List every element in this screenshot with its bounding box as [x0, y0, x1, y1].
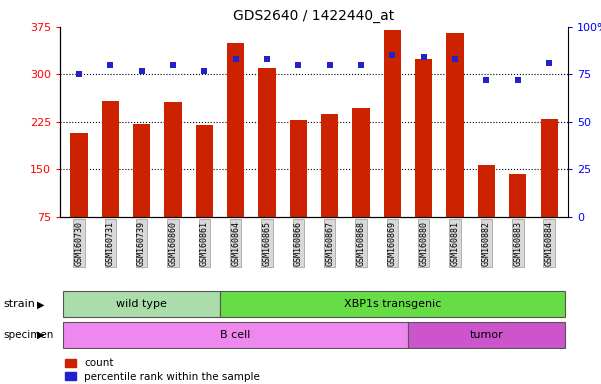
Bar	[63, 322, 408, 348]
Bar	[227, 43, 244, 217]
Bar	[415, 59, 432, 217]
Text: GSM160881: GSM160881	[451, 220, 460, 265]
Point	[545, 60, 554, 66]
Text: GSM160883: GSM160883	[513, 220, 522, 265]
Bar	[540, 119, 558, 217]
Point	[105, 62, 115, 68]
Point	[356, 62, 366, 68]
Text: tumor: tumor	[469, 330, 503, 340]
Bar	[70, 133, 88, 217]
Text: GSM160866: GSM160866	[294, 220, 303, 265]
Legend: count, percentile rank within the sample: count, percentile rank within the sample	[66, 359, 260, 382]
Text: GSM160860: GSM160860	[168, 220, 177, 265]
Title: GDS2640 / 1422440_at: GDS2640 / 1422440_at	[233, 9, 395, 23]
Bar	[478, 165, 495, 217]
Text: GSM160864: GSM160864	[231, 220, 240, 265]
Point	[481, 77, 491, 83]
Bar	[63, 291, 220, 317]
Text: GSM160861: GSM160861	[200, 220, 209, 265]
Bar	[196, 125, 213, 217]
Bar	[102, 101, 119, 217]
Text: wild type: wild type	[116, 299, 167, 310]
Text: ▶: ▶	[37, 330, 44, 340]
Text: GSM160739: GSM160739	[137, 220, 146, 265]
Point	[450, 56, 460, 62]
Bar	[352, 108, 370, 217]
Text: GSM160869: GSM160869	[388, 220, 397, 265]
Point	[231, 56, 240, 62]
Text: GSM160865: GSM160865	[263, 220, 272, 265]
Point	[262, 56, 272, 62]
Point	[200, 68, 209, 74]
Bar	[321, 114, 338, 217]
Bar	[384, 30, 401, 217]
Point	[137, 68, 147, 74]
Text: B cell: B cell	[221, 330, 251, 340]
Bar	[164, 102, 182, 217]
Bar	[133, 124, 150, 217]
Text: GSM160880: GSM160880	[419, 220, 429, 265]
Text: specimen: specimen	[3, 330, 53, 340]
Bar	[447, 33, 464, 217]
Text: ▶: ▶	[37, 299, 44, 310]
Text: GSM160868: GSM160868	[356, 220, 365, 265]
Point	[513, 77, 523, 83]
Point	[168, 62, 178, 68]
Point	[388, 52, 397, 58]
Bar	[408, 322, 565, 348]
Bar	[290, 120, 307, 217]
Bar	[509, 174, 526, 217]
Text: GSM160882: GSM160882	[482, 220, 491, 265]
Text: GSM160731: GSM160731	[106, 220, 115, 265]
Text: strain: strain	[3, 299, 35, 310]
Bar	[258, 68, 276, 217]
Text: XBP1s transgenic: XBP1s transgenic	[344, 299, 441, 310]
Point	[419, 54, 429, 60]
Point	[293, 62, 303, 68]
Text: GSM160884: GSM160884	[545, 220, 554, 265]
Bar	[220, 291, 565, 317]
Text: GSM160867: GSM160867	[325, 220, 334, 265]
Point	[325, 62, 335, 68]
Point	[74, 71, 84, 78]
Text: GSM160730: GSM160730	[75, 220, 84, 265]
